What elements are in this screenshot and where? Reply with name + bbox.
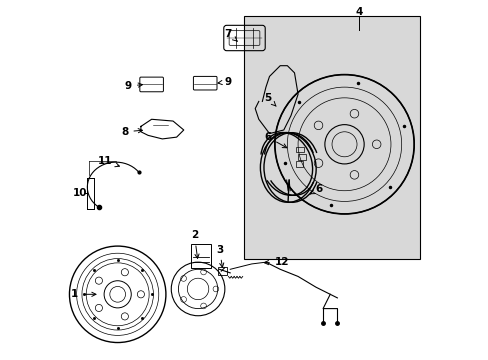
Bar <box>87 178 94 208</box>
Text: 8: 8 <box>121 127 142 137</box>
Text: 10: 10 <box>73 188 87 198</box>
Text: 4: 4 <box>354 7 362 17</box>
Text: 2: 2 <box>190 230 199 258</box>
Text: 9: 9 <box>124 81 142 91</box>
Bar <box>217 267 226 275</box>
Bar <box>296 147 304 153</box>
Bar <box>298 154 305 159</box>
FancyBboxPatch shape <box>244 16 419 258</box>
Text: 1: 1 <box>71 289 96 299</box>
Text: 3: 3 <box>215 245 224 267</box>
Text: 9: 9 <box>218 77 231 87</box>
Text: 6: 6 <box>310 184 323 194</box>
Text: 6: 6 <box>264 132 286 148</box>
Text: 7: 7 <box>224 28 237 41</box>
Text: 12: 12 <box>264 257 289 267</box>
Text: 11: 11 <box>98 156 119 167</box>
Text: 5: 5 <box>264 93 276 106</box>
Bar <box>295 161 303 167</box>
